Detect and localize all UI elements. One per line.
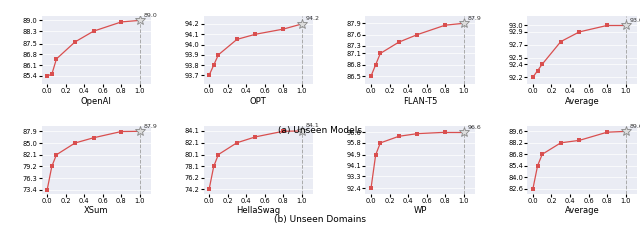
X-axis label: FLAN-T5: FLAN-T5 — [403, 97, 437, 106]
X-axis label: HellaSwag: HellaSwag — [236, 207, 280, 216]
Text: 84.1: 84.1 — [306, 123, 320, 128]
Text: 87.9: 87.9 — [144, 124, 158, 128]
Text: 96.6: 96.6 — [468, 124, 482, 130]
X-axis label: XSum: XSum — [84, 207, 109, 216]
Text: (b) Unseen Domains: (b) Unseen Domains — [274, 215, 366, 224]
X-axis label: Average: Average — [564, 207, 600, 216]
Text: 89.0: 89.0 — [144, 13, 158, 18]
Text: 89.6: 89.6 — [630, 124, 640, 129]
Text: (a) Unseen Models: (a) Unseen Models — [278, 126, 362, 135]
X-axis label: Average: Average — [564, 97, 600, 106]
X-axis label: WP: WP — [413, 207, 427, 216]
Text: 87.9: 87.9 — [468, 16, 482, 20]
Text: 94.2: 94.2 — [306, 16, 320, 21]
X-axis label: OPT: OPT — [250, 97, 267, 106]
X-axis label: OpenAI: OpenAI — [81, 97, 112, 106]
Text: 93.0: 93.0 — [630, 18, 640, 23]
